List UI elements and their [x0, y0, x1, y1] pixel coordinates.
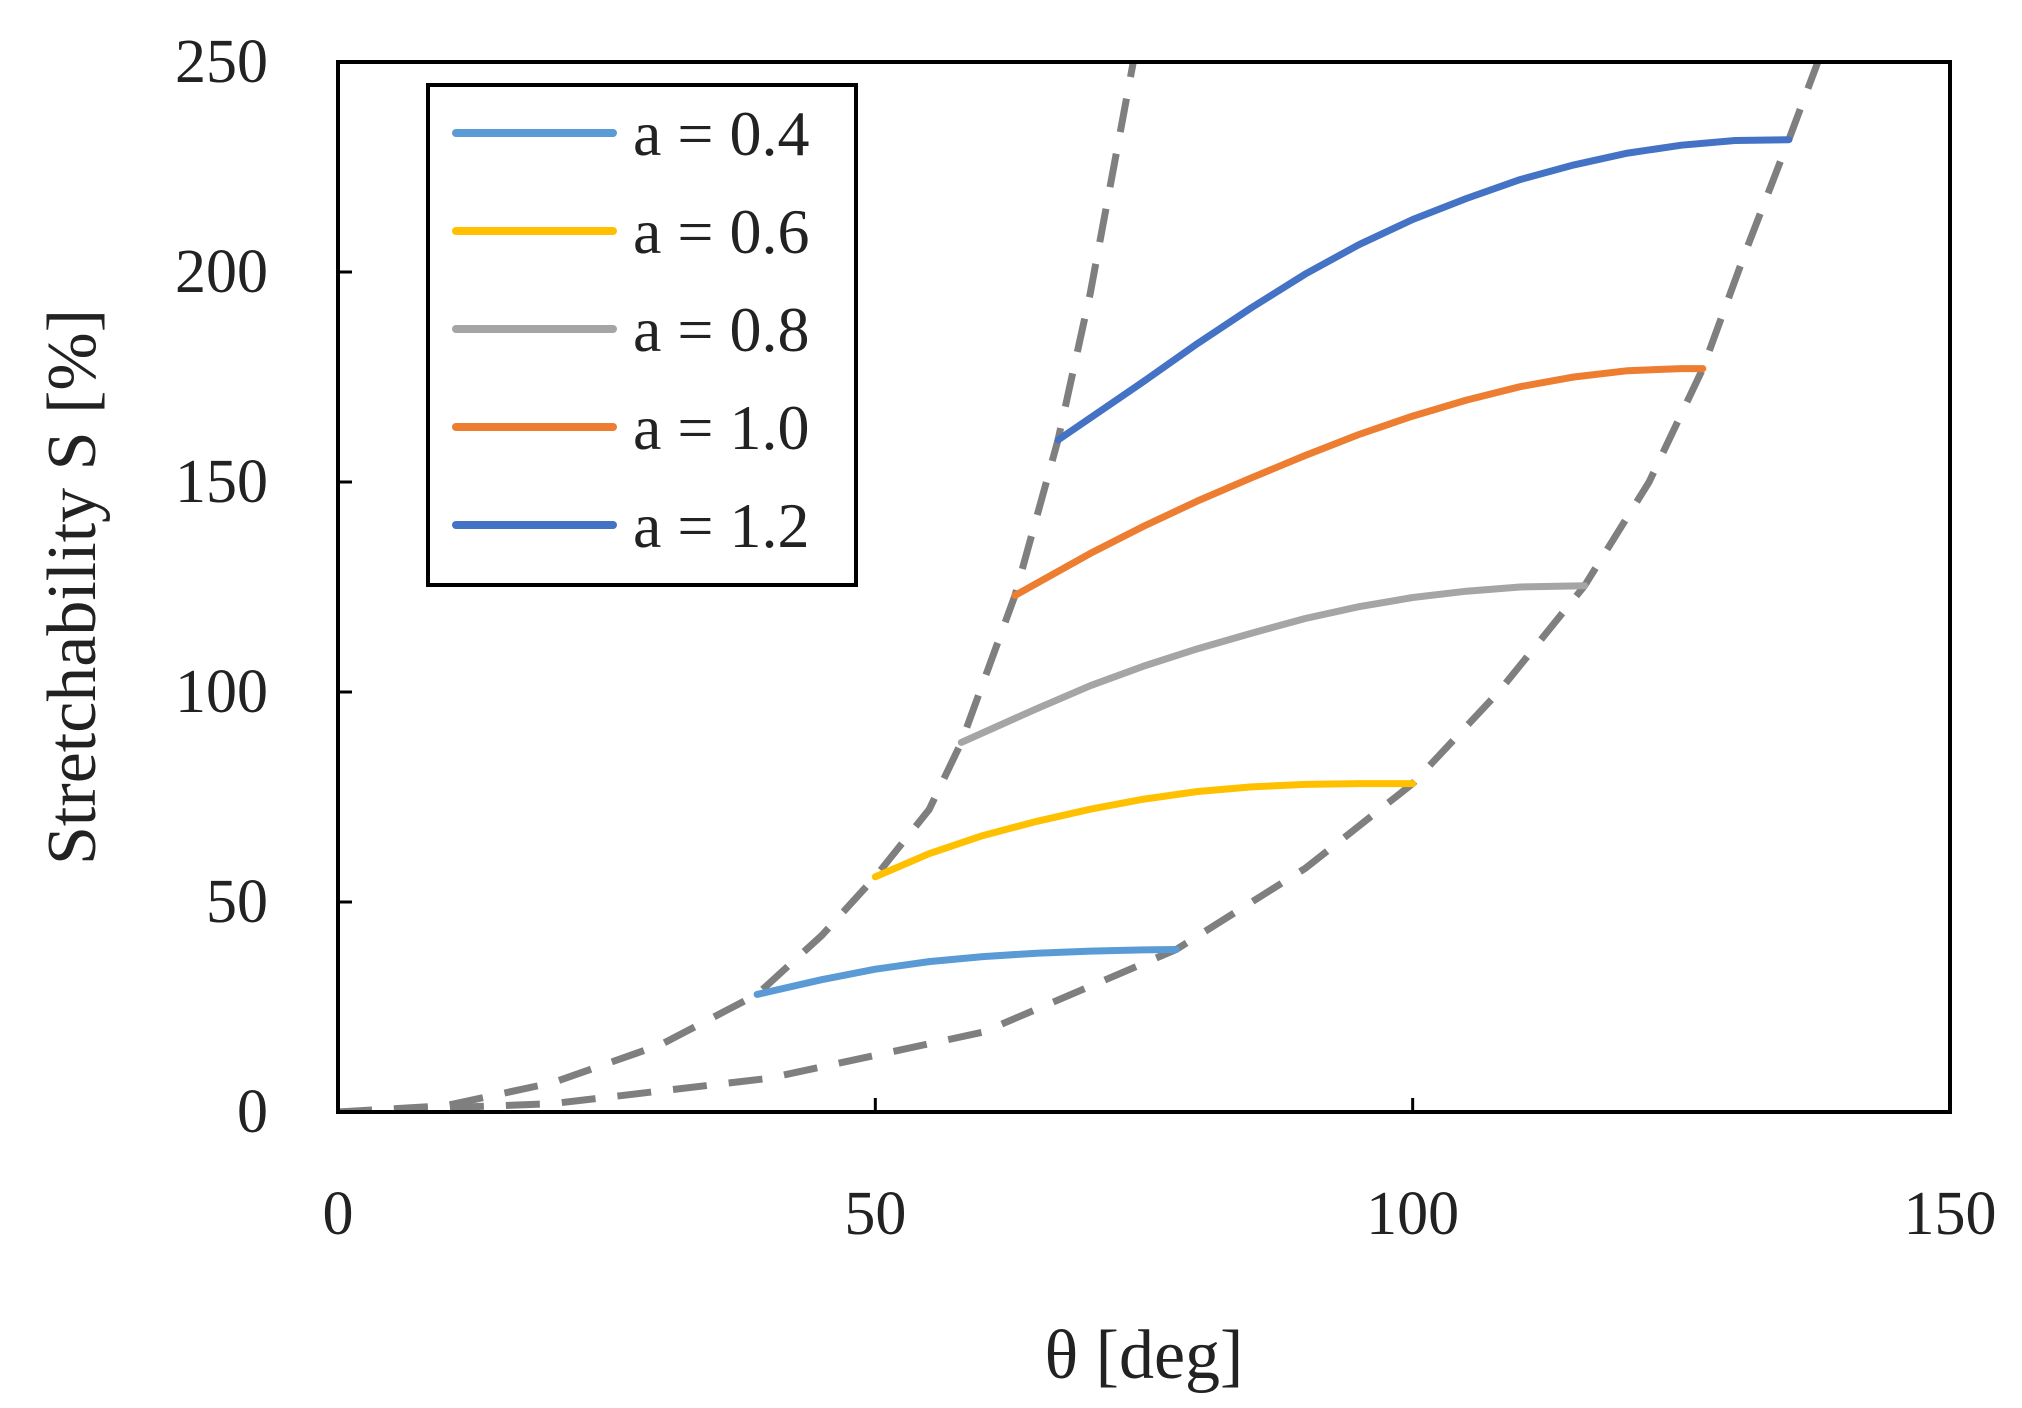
y-tick-label: 200 — [175, 238, 268, 306]
legend: a = 0.4 a = 0.6 a = 0.8 a = 1.0 a = 1.2 — [426, 83, 858, 587]
y-tick-label: 250 — [175, 28, 268, 96]
legend-box — [426, 83, 858, 587]
series-line-4 — [1011, 365, 1707, 599]
legend-label: a = 0.8 — [633, 294, 810, 365]
y-tick-label: 50 — [206, 868, 268, 936]
series-line-1 — [753, 946, 1180, 998]
upper-angle-boundary — [338, 62, 1822, 1112]
x-tick-label: 50 — [844, 1180, 906, 1248]
plot-frame — [336, 60, 1952, 1114]
axis-ticks: 0 50 100 150 0 50 100 150 200 250 — [175, 28, 1997, 1248]
legend-label: a = 0.4 — [633, 98, 810, 169]
series-line-2 — [871, 780, 1417, 881]
legend-label: a = 1.2 — [633, 490, 810, 561]
legend-label: a = 0.6 — [633, 196, 810, 267]
plot-area — [336, 60, 1952, 1114]
y-axis-title: Stretchability S [%] — [34, 309, 111, 865]
legend-label: a = 1.0 — [633, 392, 810, 463]
x-tick-label: 100 — [1366, 1180, 1459, 1248]
y-tick-label: 0 — [237, 1078, 268, 1146]
x-tick-label: 0 — [323, 1180, 354, 1248]
y-tick-label: 100 — [175, 658, 268, 726]
y-tick-label: 150 — [175, 448, 268, 516]
x-tick-label: 150 — [1904, 1180, 1997, 1248]
x-axis-title: θ [deg] — [1045, 1317, 1244, 1394]
series-line-5 — [1054, 136, 1793, 444]
series-line-3 — [957, 582, 1589, 746]
